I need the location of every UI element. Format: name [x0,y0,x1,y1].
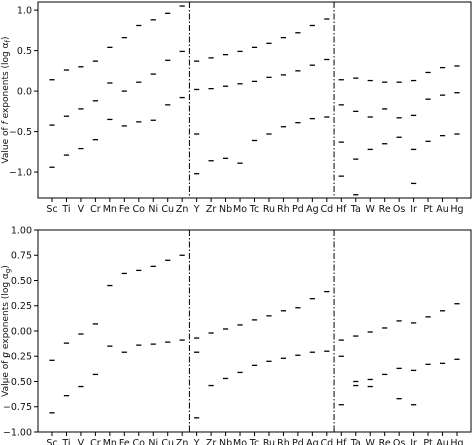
g-xtick-label: Nb [219,438,232,445]
g-ytick-label: 0.75 [11,251,32,262]
f-xtick-label: Nb [219,204,232,215]
g-xtick-label: Hg [450,438,463,445]
g-ytick-label: 1.00 [11,225,32,236]
f-plot-frame [37,1,472,199]
g-xtick-label: Cd [320,438,333,445]
g-ytick-label: −0.75 [3,402,32,413]
g-xtick-label: Ni [148,438,158,445]
f-xtick-label: Fe [119,204,130,215]
g-xtick-label: Au [436,438,449,445]
f-xtick-label: Mo [233,204,247,215]
f-xtick-label: Ni [148,204,158,215]
g-xtick-label: Zr [206,438,217,445]
f-ytick-label: 0.5 [17,46,32,57]
f-xtick-label: Y [193,204,200,215]
f-xtick-label: Zn [176,204,189,215]
f-xtick-label: Au [436,204,449,215]
g-xtick-label: Mo [233,438,247,445]
f-xtick-label: Co [133,204,146,215]
f-xtick-label: Tc [249,204,259,215]
f-xtick-label: Os [393,204,405,215]
g-xtick-label: Cr [90,438,101,445]
g-xtick-label: Zn [176,438,189,445]
f-xtick-label: Mn [103,204,117,215]
f-ytick-label: 0.0 [17,86,32,97]
f-xtick-label: Ru [263,204,275,215]
g-xtick-label: Hf [336,438,347,445]
g-xtick-label: Ta [350,438,361,445]
f-xtick-label: Hf [336,204,347,215]
g-xtick-label: Cu [161,438,174,445]
f-ytick-label: −1.0 [9,167,32,178]
g-xtick-label: Mn [103,438,117,445]
g-ytick-label: −0.50 [3,377,32,388]
panel-g-exponents: −1.00 −0.75 −0.50 −0.25 0.00 0.25 0.50 0.75 1.00… [1,225,472,445]
f-xtick-label: Pd [292,204,304,215]
f-ytick-label: 1.0 [17,5,32,16]
g-xtick-label: Y [193,438,200,445]
f-xtick-label: Sc [46,204,57,215]
g-ytick-label: 0.50 [11,276,32,287]
f-xtick-label: Cu [161,204,174,215]
g-xtick-label: Pd [292,438,304,445]
f-xtick-label: Ti [61,204,70,215]
f-xtick-label: Cr [90,204,101,215]
g-xtick-label: V [78,438,85,445]
f-xtick-label: Rh [277,204,290,215]
f-ylabel: Value of f exponents (log αf) [1,36,12,163]
g-xtick-label: Co [133,438,146,445]
g-xtick-label: Ti [61,438,70,445]
f-xtick-label: Cd [320,204,333,215]
g-ytick-label: 0.00 [11,326,32,337]
f-xtick-label: W [366,204,376,215]
g-ytick-label: −0.25 [3,352,32,363]
f-xtick-label: Ta [350,204,361,215]
f-xtick-label: V [78,204,85,215]
g-xtick-label: Re [379,438,391,445]
g-ytick-label: −1.00 [3,427,32,438]
g-xtick-label: Fe [119,438,130,445]
f-xtick-label: Ir [410,204,417,215]
g-xtick-label: Pt [423,438,433,445]
g-xtick-label: W [366,438,376,445]
f-xtick-label: Hg [450,204,463,215]
g-ylabel: Value of g exponents (log αg) [1,265,12,397]
f-xtick-label: Ag [306,204,319,215]
g-ytick-label: 0.25 [11,301,32,312]
g-xtick-label: Ru [263,438,275,445]
g-xtick-label: Rh [277,438,290,445]
panel-f-exponents: −1.0 −0.5 0.0 0.5 1.0 Sc Ti V Cr Mn Fe Co Ni Cu Zn Y Zr N… [1,1,472,215]
f-xtick-label: Zr [206,204,217,215]
g-xtick-label: Tc [249,438,259,445]
f-ytick-label: −0.5 [9,127,32,138]
f-xtick-label: Pt [423,204,433,215]
f-xtick-label: Re [379,204,391,215]
g-xtick-label: Sc [46,438,57,445]
g-xtick-label: Os [393,438,405,445]
g-plot-frame [37,229,472,433]
g-xtick-label: Ag [306,438,319,445]
g-xtick-label: Ir [410,438,417,445]
